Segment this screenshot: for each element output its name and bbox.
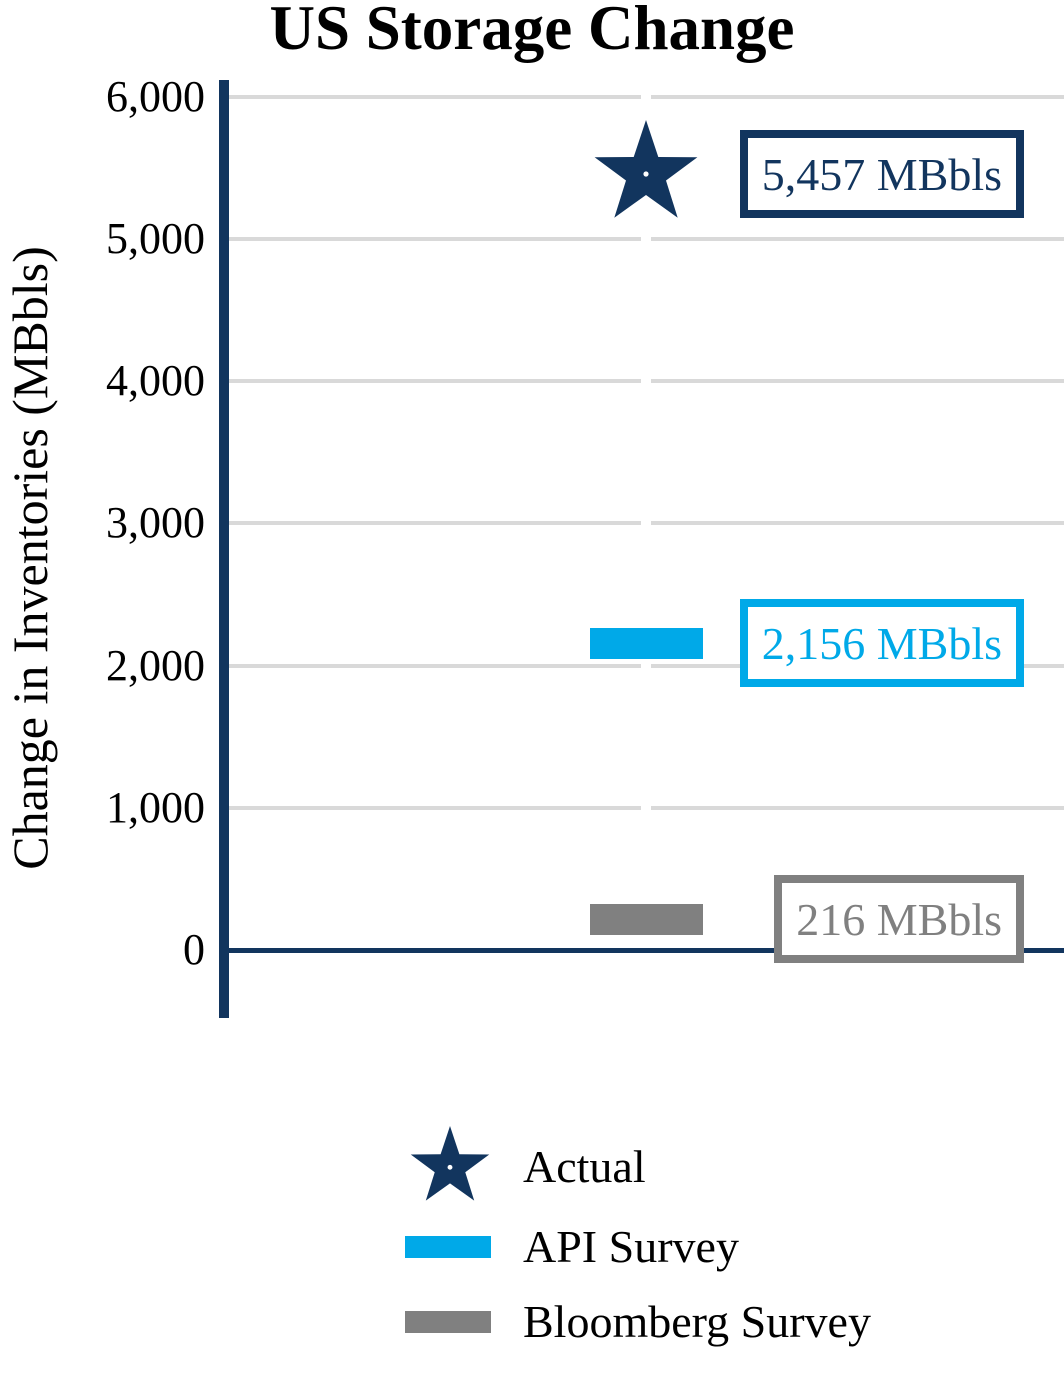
- y-tick-label-6000: 6,000: [106, 71, 205, 121]
- legend-label-actual: Actual: [523, 1141, 646, 1192]
- actual-value-box: 5,457 MBbls: [739, 130, 1024, 218]
- y-axis-line: [219, 80, 229, 1018]
- zero-baseline: [229, 948, 1064, 953]
- y-tick-label-3000: 3,000: [106, 498, 205, 548]
- y-axis-label: Change in Inventories (MBbls): [2, 246, 58, 870]
- chart-title: US Storage Change: [269, 0, 795, 63]
- actual-value-text: 5,457 MBbls: [761, 148, 1002, 200]
- y-tick-label-4000: 4,000: [106, 356, 205, 406]
- legend-label-bloomberg-survey: Bloomberg Survey: [523, 1296, 871, 1347]
- api-survey-value-box: 2,156 MBbls: [739, 599, 1024, 688]
- y-tick-label-0: 0: [183, 925, 205, 974]
- y-tick-label-1000: 1,000: [106, 782, 205, 832]
- bloomberg-survey-bar: [590, 904, 703, 936]
- api-survey-value-text: 2,156 MBbls: [761, 617, 1002, 669]
- bloomberg-survey-value-text: 216 MBbls: [796, 893, 1002, 945]
- legend-api-survey-swatch: [405, 1236, 491, 1258]
- y-tick-label-5000: 5,000: [106, 214, 205, 263]
- y-tick-label-2000: 2,000: [106, 640, 205, 690]
- legend-bloomberg-survey-swatch: [405, 1311, 491, 1333]
- legend-star-icon: [410, 1126, 490, 1201]
- legend-label-api-survey: API Survey: [523, 1221, 739, 1272]
- api-survey-bar: [590, 628, 703, 660]
- x-tick-gap: [641, 88, 651, 816]
- bloomberg-survey-value-box: 216 MBbls: [774, 875, 1024, 964]
- actual-star-marker: [594, 120, 698, 218]
